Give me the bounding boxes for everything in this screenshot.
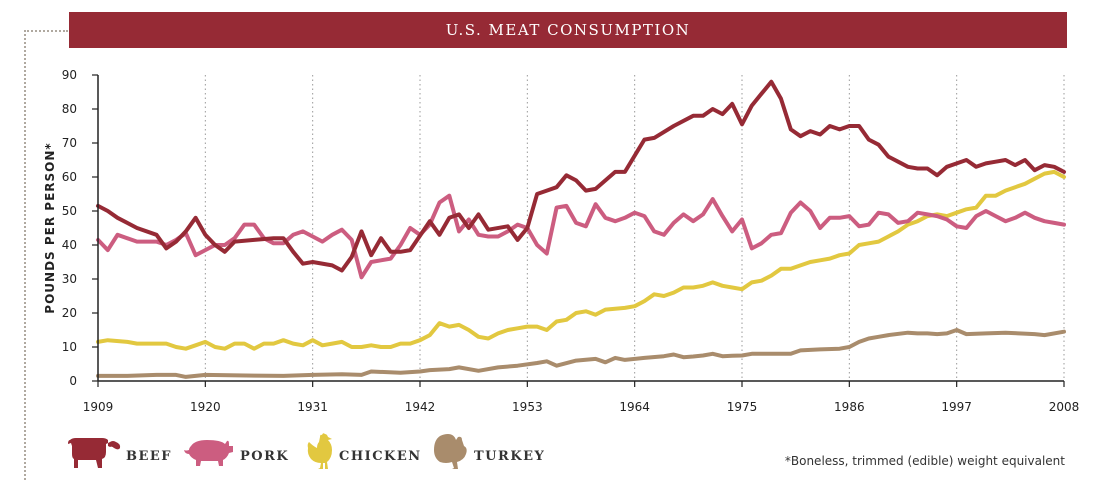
- x-tick-label-1920: 1920: [190, 400, 221, 414]
- x-tick-label-1997: 1997: [941, 400, 972, 414]
- turkey-icon: [434, 434, 467, 469]
- y-tick-label-0: 0: [69, 374, 77, 388]
- x-tick-label-1909: 1909: [83, 400, 114, 414]
- series-line-chicken: [96, 169, 1066, 351]
- decorative-dotted-frame: [24, 30, 68, 480]
- y-axis-label: POUNDS PER PERSON*: [43, 142, 57, 313]
- legend-label-beef: BEEF: [126, 449, 173, 464]
- y-tick-label-80: 80: [62, 102, 77, 116]
- series-line-turkey: [96, 328, 1066, 379]
- legend-label-pork: PORK: [240, 449, 290, 464]
- y-tick-label-40: 40: [62, 238, 77, 252]
- x-tick-label-1953: 1953: [512, 400, 543, 414]
- y-tick-label-50: 50: [62, 204, 77, 218]
- x-tick-label-1931: 1931: [297, 400, 328, 414]
- legend-label-chicken: CHICKEN: [339, 449, 422, 464]
- x-tick-label-1942: 1942: [405, 400, 436, 414]
- series-line-beef: [96, 79, 1066, 273]
- line-chart: 1909 1920 1931 1942 1953 1964 1975 1986 1997 2008…: [43, 68, 1080, 414]
- chart-series-group: [96, 79, 1066, 379]
- legend-label-turkey: TURKEY: [474, 449, 546, 464]
- chart-title: U.S. MEAT CONSUMPTION: [69, 12, 1067, 48]
- cow-icon: [68, 438, 121, 468]
- y-tick-label-10: 10: [62, 340, 77, 354]
- y-tick-label-30: 30: [62, 272, 77, 286]
- y-tick-label-90: 90: [62, 68, 77, 82]
- chicken-icon: [307, 433, 332, 469]
- x-tick-label-2008: 2008: [1049, 400, 1080, 414]
- x-tick-label-1964: 1964: [619, 400, 650, 414]
- y-tick-label-20: 20: [62, 306, 77, 320]
- pig-icon: [184, 440, 233, 466]
- chart-footnote: *Boneless, trimmed (edible) weight equiv…: [784, 454, 1065, 468]
- x-tick-label-1975: 1975: [727, 400, 758, 414]
- y-tick-label-60: 60: [62, 170, 77, 184]
- series-line-pork: [96, 193, 1066, 280]
- chart-axes: 1909 1920 1931 1942 1953 1964 1975 1986 1997 2008…: [62, 68, 1080, 414]
- x-tick-label-1986: 1986: [834, 400, 865, 414]
- y-tick-label-70: 70: [62, 136, 77, 150]
